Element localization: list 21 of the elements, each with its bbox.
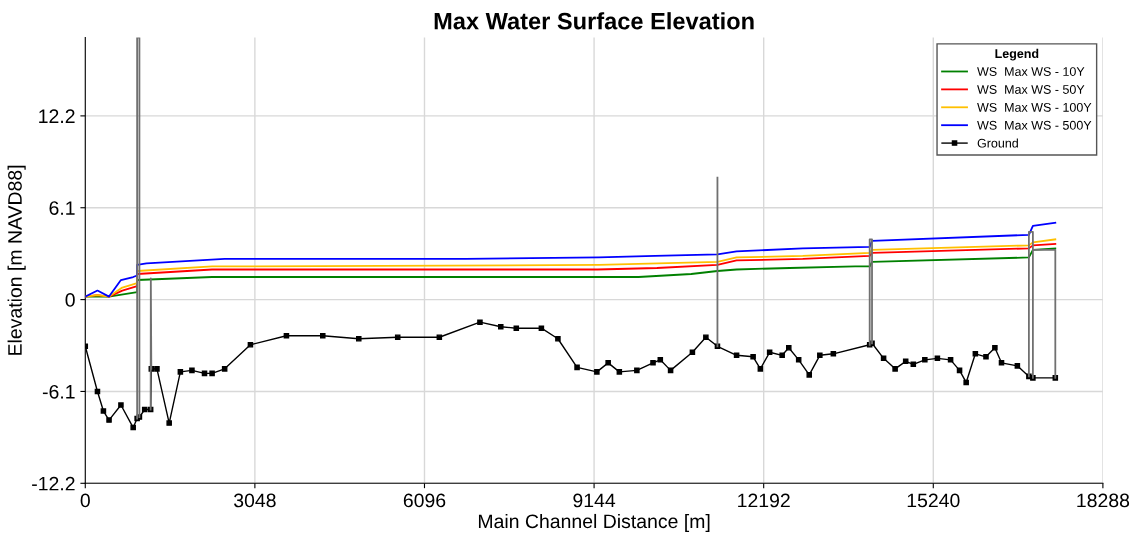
x-tick-label: 18288 bbox=[1077, 493, 1130, 508]
legend-label: WS Max WS - 100Y bbox=[977, 102, 1092, 112]
y-tick-label: 12.2 bbox=[39, 109, 75, 123]
legend-label: WS Max WS - 500Y bbox=[977, 120, 1092, 130]
legend-label: WS Max WS - 10Y bbox=[977, 67, 1085, 76]
legend-label: WS Max WS - 50Y bbox=[977, 85, 1085, 94]
x-tick-label: 9144 bbox=[573, 493, 616, 508]
y-axis-title: Elevation [m NAVD88] bbox=[7, 165, 26, 355]
y-tick-label: -12.2 bbox=[32, 476, 75, 491]
chart-title: Max Water Surface Elevation bbox=[434, 12, 754, 30]
legend-label: Ground bbox=[977, 138, 1018, 148]
y-tick-label: 6.1 bbox=[49, 201, 75, 215]
y-tick-label: 0 bbox=[65, 293, 75, 307]
legend-title: Legend bbox=[995, 48, 1039, 61]
x-tick-label: 15240 bbox=[907, 493, 960, 508]
x-tick-label: 3048 bbox=[233, 493, 276, 508]
x-tick-label: 12192 bbox=[738, 493, 790, 508]
x-tick-label: 0 bbox=[80, 493, 90, 508]
x-axis-title: Main Channel Distance [m] bbox=[478, 513, 710, 533]
x-tick-label: 6096 bbox=[403, 493, 446, 508]
y-tick-label: -6.1 bbox=[42, 384, 75, 399]
